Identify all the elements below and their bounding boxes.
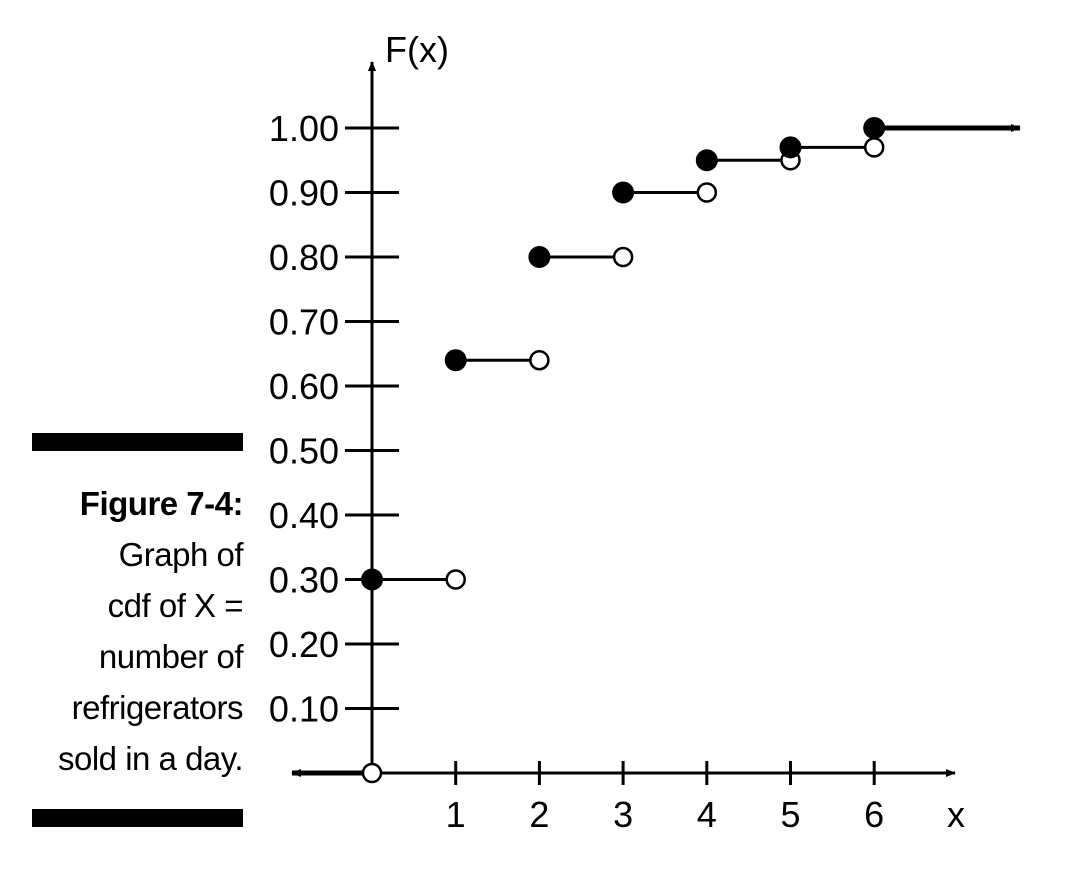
filled-point [612, 181, 635, 204]
caption-line-4: refrigerators [71, 689, 244, 726]
y-tick-label: 0.10 [269, 689, 339, 730]
x-tick-label: 1 [446, 794, 466, 835]
open-point [696, 182, 718, 203]
open-point [863, 137, 885, 158]
y-tick-label: 0.80 [269, 237, 339, 278]
figure-caption: Figure 7-4: Graph of cdf of X = number o… [20, 478, 244, 784]
y-tick-label: 0.20 [269, 624, 339, 665]
caption-line-5: sold in a day. [57, 740, 244, 777]
filled-point [528, 246, 551, 268]
y-tick-label: 1.00 [269, 108, 339, 149]
filled-point [863, 117, 886, 139]
open-point [529, 349, 550, 371]
open-point [612, 246, 634, 268]
y-tick-label: 0.50 [269, 431, 339, 472]
filled-point [695, 149, 718, 172]
y-tick-label: 0.30 [269, 560, 339, 601]
filled-point [444, 349, 467, 372]
x-tick-label: 3 [613, 794, 633, 835]
y-axis-title: F(x) [385, 29, 449, 70]
y-tick-label: 0.60 [269, 366, 339, 407]
y-tick-label: 0.90 [269, 173, 339, 214]
x-tick-label: 5 [780, 794, 800, 835]
caption-line-2: cdf of X = [107, 587, 244, 624]
x-tick-label: 4 [697, 794, 717, 835]
y-tick-label: 0.40 [269, 495, 339, 536]
caption-line-1: Graph of [118, 536, 244, 573]
y-tick-label: 0.70 [269, 302, 339, 343]
x-tick-label: 2 [529, 794, 549, 835]
caption-top-bar [32, 433, 243, 451]
open-point [445, 569, 466, 590]
caption-line-3: number of [98, 638, 244, 675]
filled-point [361, 568, 383, 591]
figure-label: Figure 7-4: [79, 485, 244, 522]
open-point [361, 762, 383, 784]
caption-bottom-bar [32, 809, 243, 827]
x-axis-title: x [947, 794, 965, 835]
filled-point [779, 136, 802, 159]
x-tick-label: 6 [864, 794, 884, 835]
